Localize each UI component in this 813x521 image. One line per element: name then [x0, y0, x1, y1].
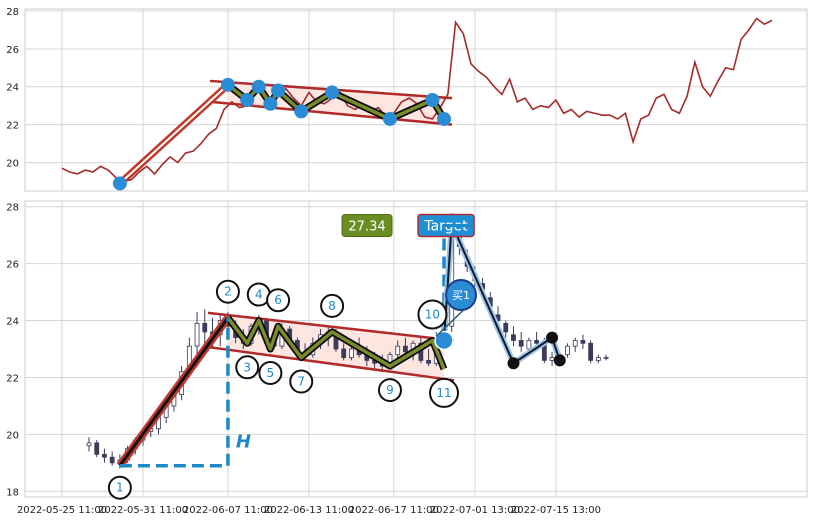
candle-body — [349, 348, 354, 358]
candle-body — [395, 345, 401, 356]
top-pivot-marker — [263, 96, 278, 111]
top-pivot-marker — [240, 93, 255, 107]
bottom-channel-upper-line — [207, 311, 455, 342]
top-y-tick-label: 28 — [6, 7, 19, 18]
top-pivot-marker — [112, 176, 127, 191]
x-tick-label: 2022-05-31 11:00 — [98, 505, 188, 516]
x-tick-label: 2022-07-15 13:00 — [511, 505, 601, 516]
pivot-label-9: 9 — [386, 383, 394, 397]
candle-body — [518, 340, 524, 347]
price-box — [341, 213, 393, 237]
pivot-label-circle — [235, 355, 260, 380]
candle-body — [603, 357, 609, 359]
top-y-tick-label: 20 — [6, 159, 19, 170]
pivot-label-8: 8 — [328, 299, 336, 313]
top-pivot-marker — [325, 85, 340, 100]
candle-body — [102, 453, 107, 458]
top-pivot-marker — [437, 111, 452, 126]
pivot-label-circle — [377, 378, 402, 403]
buy-marker-label: 买1 — [452, 289, 470, 302]
target-path-dot — [546, 331, 559, 344]
x-tick-label: 2022-06-17 11:00 — [349, 505, 439, 516]
top-pivot-marker — [220, 77, 235, 92]
candle-body — [426, 359, 431, 364]
candle-body — [341, 348, 347, 358]
x-tick-label: 2022-06-13 11:00 — [264, 505, 354, 516]
pivot-label-6: 6 — [274, 293, 282, 307]
candle-body — [595, 357, 601, 361]
candle-body — [202, 322, 208, 333]
top-pivot-marker — [294, 104, 309, 119]
top-pivot-marker — [425, 93, 440, 107]
bottom-y-tick-label: 26 — [6, 260, 19, 271]
bottom-y-tick-label: 24 — [6, 317, 19, 328]
top-zigzag-inner — [226, 83, 446, 121]
target-path-dot — [553, 354, 566, 367]
candle-body — [549, 357, 555, 361]
x-tick-label: 2022-07-01 13:00 — [430, 505, 520, 516]
pivot-label-circle — [215, 279, 240, 304]
breakout-marker — [434, 330, 454, 351]
candle-body — [403, 345, 408, 353]
height-measure-label: H — [236, 432, 251, 453]
pivot-label-circle — [289, 369, 314, 394]
x-tick-label: 2022-06-07 11:00 — [183, 505, 273, 516]
candle-body — [565, 345, 570, 356]
pivot-label-11: 11 — [436, 386, 451, 400]
candle-body — [503, 322, 509, 333]
pivot-label-circle — [429, 377, 460, 408]
candle-body — [534, 340, 540, 344]
candle-body — [511, 334, 516, 341]
x-tick-label: 2022-05-25 11:00 — [17, 505, 107, 516]
top-y-tick-label: 22 — [6, 121, 19, 132]
bottom-y-tick-label: 28 — [6, 203, 19, 214]
bottom-y-tick-label: 18 — [6, 487, 19, 498]
candle-body — [194, 322, 200, 347]
pivot-label-2: 2 — [224, 285, 232, 299]
candle-body — [86, 442, 92, 447]
target-path-dot — [507, 357, 520, 370]
price-box-label: 27.34 — [348, 219, 385, 234]
pivot-label-4: 4 — [255, 288, 263, 302]
candle-body — [94, 442, 100, 455]
top-rise-leg-inner — [119, 84, 229, 185]
pivot-label-3: 3 — [243, 360, 251, 374]
bottom-rise-leg-inner — [118, 316, 230, 467]
buy-marker — [445, 279, 477, 311]
top-pivot-marker — [271, 83, 286, 98]
top-pivot-marker — [382, 111, 397, 126]
candle-body — [526, 340, 532, 350]
pivot-label-1: 1 — [116, 481, 124, 495]
candle-body — [109, 456, 115, 464]
pivot-label-circle — [107, 475, 132, 500]
top-pivot-marker — [251, 79, 266, 94]
pivot-label-circle — [258, 361, 283, 385]
bottom-zigzag-inner — [226, 316, 446, 370]
pivot-label-7: 7 — [297, 375, 305, 389]
bottom-y-tick-label: 22 — [6, 373, 19, 384]
candle-body — [588, 342, 594, 361]
pivot-label-circle — [417, 299, 448, 330]
bottom-y-tick-label: 20 — [6, 430, 19, 441]
bottom-channel-lower-line — [207, 345, 455, 382]
pivot-label-circle — [320, 293, 345, 318]
pivot-label-circle — [266, 288, 291, 313]
top-y-tick-label: 26 — [6, 45, 19, 56]
candle-body — [572, 340, 578, 347]
pivot-label-5: 5 — [267, 366, 275, 380]
top-y-tick-label: 24 — [6, 83, 19, 94]
pivot-label-10: 10 — [425, 307, 440, 321]
candle-body — [580, 340, 586, 344]
